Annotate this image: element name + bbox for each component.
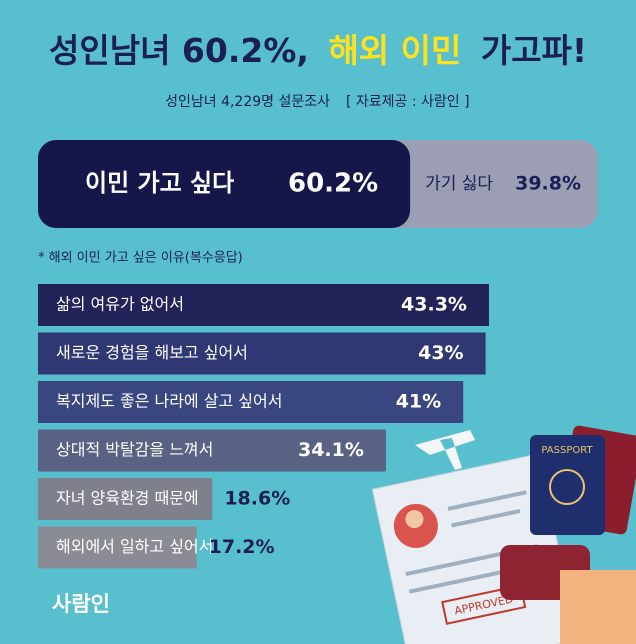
- doc-line: [447, 490, 527, 511]
- photo-face: [405, 510, 424, 529]
- passport-globe: [549, 469, 585, 505]
- subtitle: 성인남녀 4,229명 설문조사: [165, 94, 330, 110]
- bar-label: 상대적 박탈감을 느껴서: [56, 440, 213, 459]
- title-part: 성인남녀 60.2%,: [49, 31, 309, 70]
- doc-line: [451, 509, 521, 528]
- bar: [38, 284, 489, 326]
- bar-label: 새로운 경험을 해보고 싶어서: [56, 343, 248, 362]
- value-label: 43.3%: [401, 294, 467, 316]
- passport: [530, 435, 605, 535]
- bar: [38, 526, 197, 569]
- split-value: 39.8%: [515, 173, 581, 195]
- value-label: 34.1%: [298, 439, 364, 461]
- split-value: 60.2%: [288, 169, 378, 199]
- bar-label: 자녀 양육환경 때문에: [56, 489, 199, 508]
- logo: 사람인: [52, 592, 110, 616]
- bar: [38, 381, 464, 423]
- title-highlight: 해외 이민: [328, 31, 461, 70]
- plane: [415, 430, 475, 470]
- passport-text: PASSPORT: [541, 445, 593, 456]
- value-label: 41%: [396, 391, 441, 413]
- bar-label: 삶의 여유가 없어서: [56, 295, 184, 314]
- title-part: 가고파!: [481, 31, 587, 70]
- title: 성인남녀 60.2%, 해외 이민 가고파!: [49, 31, 587, 70]
- split-label: 이민 가고 싶다: [85, 169, 234, 197]
- hand: [560, 570, 636, 644]
- value-label: 18.6%: [224, 488, 290, 510]
- value-label: 17.2%: [209, 536, 275, 558]
- source: [ 자료제공 : 사람인 ]: [346, 94, 470, 110]
- bar-label: 복지제도 좋은 나라에 살고 싶어서: [56, 392, 282, 411]
- illustration: APPROVED PASSPORT: [371, 425, 636, 644]
- split-bar: [38, 140, 411, 228]
- note: * 해외 이민 가고 싶은 이유(복수응답): [38, 251, 243, 266]
- bar-label: 해외에서 일하고 싶어서: [56, 537, 213, 556]
- bar: [38, 332, 486, 375]
- bar: [38, 429, 386, 472]
- split-label: 가기 싫다: [425, 174, 493, 194]
- bar: [38, 478, 213, 520]
- value-label: 43%: [418, 342, 463, 364]
